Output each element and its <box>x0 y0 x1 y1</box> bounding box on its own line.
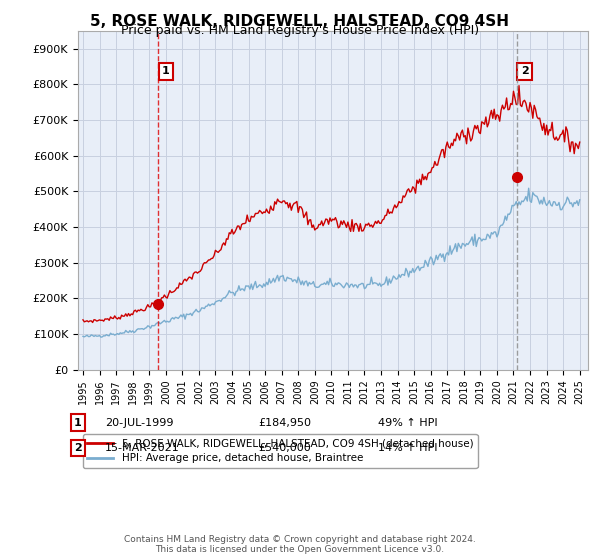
Text: 1: 1 <box>162 67 170 77</box>
Text: 2: 2 <box>521 67 529 77</box>
Text: £540,000: £540,000 <box>258 443 311 453</box>
Text: 2: 2 <box>74 443 82 453</box>
Text: 14% ↑ HPI: 14% ↑ HPI <box>378 443 437 453</box>
Text: Price paid vs. HM Land Registry's House Price Index (HPI): Price paid vs. HM Land Registry's House … <box>121 24 479 37</box>
Text: 49% ↑ HPI: 49% ↑ HPI <box>378 418 437 428</box>
Text: 1: 1 <box>74 418 82 428</box>
Text: 20-JUL-1999: 20-JUL-1999 <box>105 418 173 428</box>
Text: 15-MAR-2021: 15-MAR-2021 <box>105 443 180 453</box>
Text: Contains HM Land Registry data © Crown copyright and database right 2024.
This d: Contains HM Land Registry data © Crown c… <box>124 535 476 554</box>
Text: 5, ROSE WALK, RIDGEWELL, HALSTEAD, CO9 4SH: 5, ROSE WALK, RIDGEWELL, HALSTEAD, CO9 4… <box>91 14 509 29</box>
Legend: 5, ROSE WALK, RIDGEWELL, HALSTEAD, CO9 4SH (detached house), HPI: Average price,: 5, ROSE WALK, RIDGEWELL, HALSTEAD, CO9 4… <box>83 434 478 468</box>
Text: £184,950: £184,950 <box>258 418 311 428</box>
